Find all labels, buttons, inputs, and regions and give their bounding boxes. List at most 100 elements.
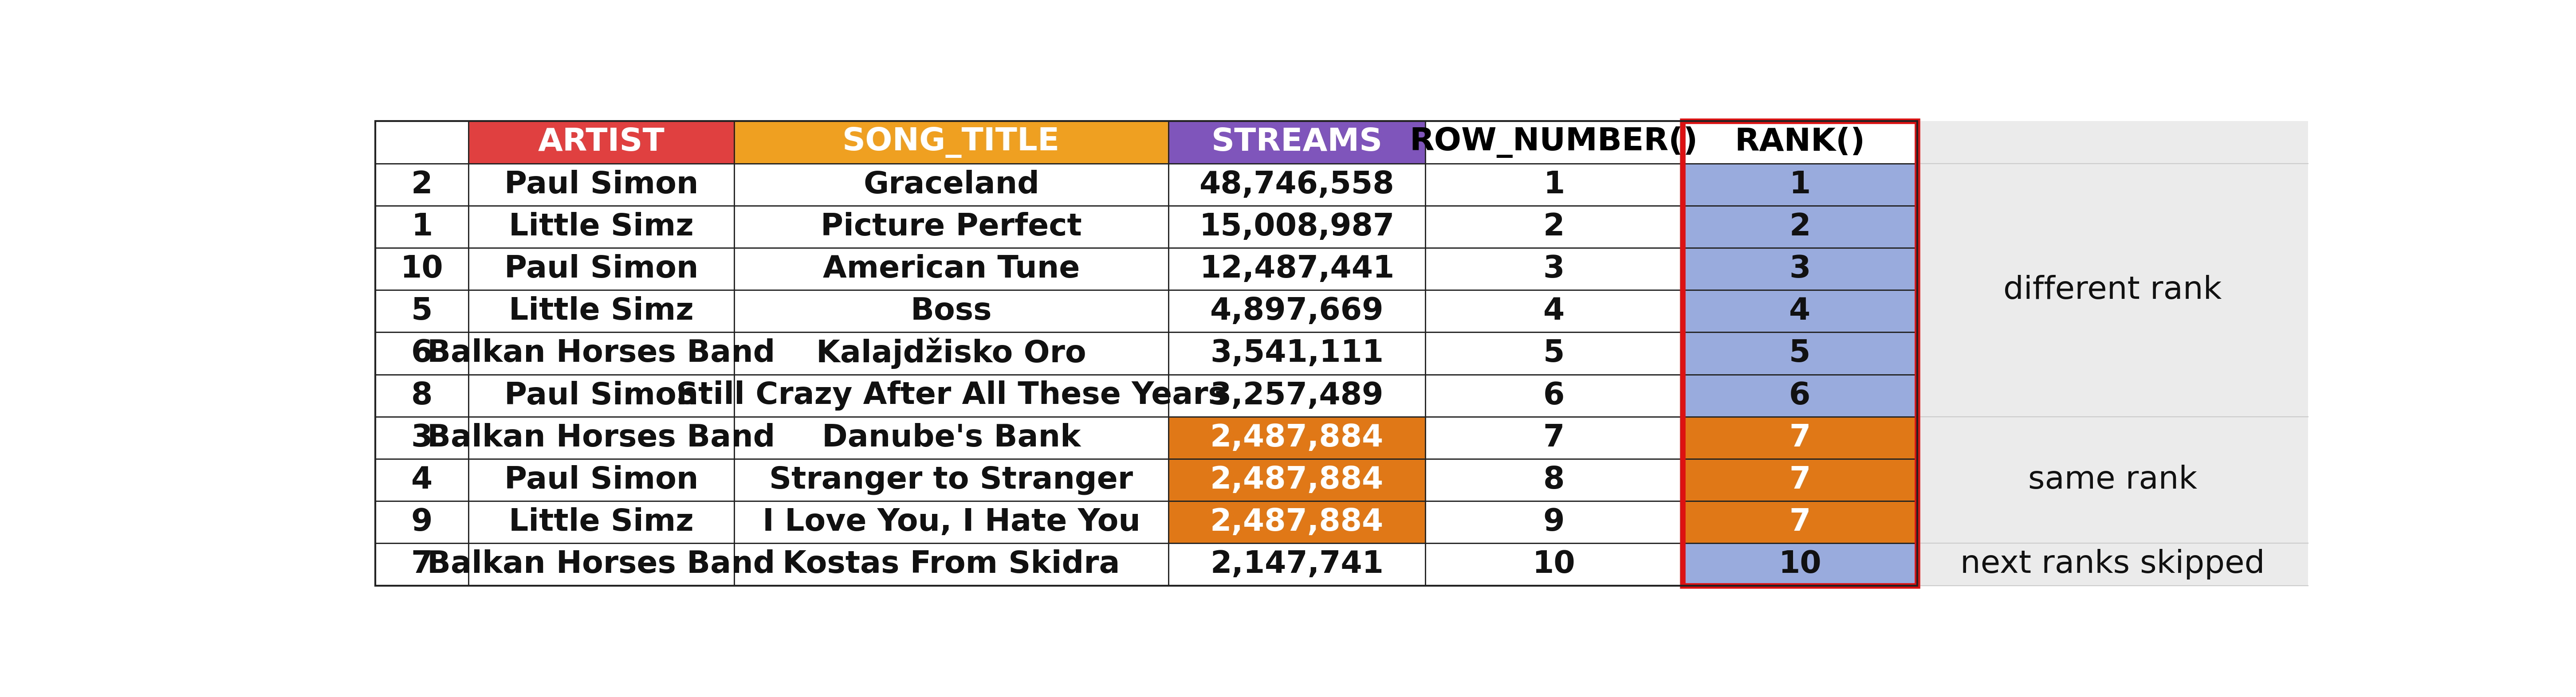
- Bar: [1425, 459, 1682, 501]
- Bar: [1170, 290, 1425, 332]
- Text: 4,897,669: 4,897,669: [1211, 296, 1383, 326]
- Bar: [1425, 290, 1682, 332]
- Bar: [1682, 163, 1917, 206]
- Text: Little Simz: Little Simz: [510, 212, 693, 242]
- Bar: [1682, 248, 1917, 290]
- Bar: [1425, 501, 1682, 543]
- Bar: [1170, 543, 1425, 585]
- Bar: [469, 374, 734, 417]
- Text: Graceland: Graceland: [863, 169, 1038, 199]
- Text: 5: 5: [1790, 339, 1811, 368]
- Text: 1: 1: [1543, 169, 1564, 199]
- Bar: [734, 290, 1170, 332]
- Bar: [1170, 459, 1425, 501]
- Bar: [1682, 121, 1917, 163]
- Bar: [734, 459, 1170, 501]
- Bar: [1170, 417, 1425, 459]
- Text: 5: 5: [412, 296, 433, 326]
- Bar: [734, 374, 1170, 417]
- Bar: [376, 290, 469, 332]
- Text: RANK(): RANK(): [1734, 127, 1865, 158]
- Text: 4: 4: [412, 465, 433, 495]
- Bar: [1682, 332, 1917, 374]
- Bar: [469, 459, 734, 501]
- Bar: [1682, 374, 1917, 417]
- Text: 4: 4: [1790, 296, 1811, 326]
- Bar: [376, 248, 469, 290]
- Bar: [1682, 121, 1917, 585]
- Bar: [376, 459, 469, 501]
- Bar: [1682, 417, 1917, 459]
- Text: Paul Simon: Paul Simon: [505, 381, 698, 411]
- Text: ROW_NUMBER(): ROW_NUMBER(): [1409, 127, 1698, 158]
- Bar: [1682, 290, 1917, 332]
- Text: 2: 2: [1543, 212, 1564, 242]
- Bar: [469, 501, 734, 543]
- Bar: [734, 121, 1170, 163]
- Bar: [734, 501, 1170, 543]
- Text: 2,487,884: 2,487,884: [1211, 423, 1383, 452]
- Text: different rank: different rank: [2004, 275, 2223, 305]
- Text: 2,487,884: 2,487,884: [1211, 465, 1383, 495]
- Text: 10: 10: [399, 254, 443, 284]
- Text: STREAMS: STREAMS: [1211, 127, 1383, 158]
- Bar: [1170, 332, 1425, 374]
- Text: Still Crazy After All These Years: Still Crazy After All These Years: [675, 381, 1226, 411]
- Text: 8: 8: [1543, 465, 1564, 495]
- Text: ARTIST: ARTIST: [538, 127, 665, 158]
- Bar: [469, 206, 734, 248]
- Bar: [734, 417, 1170, 459]
- Text: 1: 1: [1790, 169, 1811, 199]
- Text: Little Simz: Little Simz: [510, 296, 693, 326]
- Bar: [734, 206, 1170, 248]
- Bar: [1170, 206, 1425, 248]
- Bar: [376, 374, 469, 417]
- Bar: [1170, 501, 1425, 543]
- Bar: [734, 332, 1170, 374]
- Text: Danube's Bank: Danube's Bank: [822, 423, 1082, 452]
- Bar: [1425, 121, 1682, 163]
- Bar: [469, 417, 734, 459]
- Bar: [1425, 417, 1682, 459]
- Text: Picture Perfect: Picture Perfect: [822, 212, 1082, 242]
- Text: 10: 10: [1533, 549, 1577, 579]
- Text: Kalajdžisko Oro: Kalajdžisko Oro: [817, 338, 1087, 369]
- Text: same rank: same rank: [2027, 465, 2197, 496]
- Text: Stranger to Stranger: Stranger to Stranger: [770, 465, 1133, 495]
- Text: 6: 6: [412, 339, 433, 368]
- Text: 5: 5: [1543, 339, 1564, 368]
- Text: Kostas From Skidra: Kostas From Skidra: [783, 549, 1121, 579]
- Text: Balkan Horses Band: Balkan Horses Band: [428, 423, 775, 452]
- Text: 4: 4: [1543, 296, 1564, 326]
- Text: Boss: Boss: [909, 296, 992, 326]
- Text: American Tune: American Tune: [822, 254, 1079, 284]
- Text: 3: 3: [1790, 254, 1811, 284]
- Bar: [469, 332, 734, 374]
- Text: 7: 7: [412, 549, 433, 579]
- Text: Little Simz: Little Simz: [510, 507, 693, 537]
- Text: Balkan Horses Band: Balkan Horses Band: [428, 339, 775, 368]
- Text: 2,487,884: 2,487,884: [1211, 507, 1383, 537]
- Bar: [1425, 248, 1682, 290]
- Text: 2: 2: [412, 169, 433, 199]
- Text: 3,541,111: 3,541,111: [1211, 339, 1383, 368]
- Bar: [376, 543, 469, 585]
- Text: 48,746,558: 48,746,558: [1200, 169, 1394, 199]
- Text: 8: 8: [412, 381, 433, 411]
- Bar: [1170, 121, 1425, 163]
- Text: Paul Simon: Paul Simon: [505, 465, 698, 495]
- Bar: [376, 163, 469, 206]
- Bar: [376, 417, 469, 459]
- Text: 7: 7: [1790, 507, 1811, 537]
- Text: 3,257,489: 3,257,489: [1211, 381, 1383, 411]
- Bar: [1682, 501, 1917, 543]
- Text: I Love You, I Hate You: I Love You, I Hate You: [762, 507, 1141, 537]
- Bar: [469, 290, 734, 332]
- Text: Balkan Horses Band: Balkan Horses Band: [428, 549, 775, 579]
- Bar: [376, 332, 469, 374]
- Text: 7: 7: [1543, 423, 1564, 452]
- Text: 6: 6: [1790, 381, 1811, 411]
- Bar: [734, 248, 1170, 290]
- Text: 9: 9: [412, 507, 433, 537]
- Text: 2,147,741: 2,147,741: [1211, 549, 1383, 579]
